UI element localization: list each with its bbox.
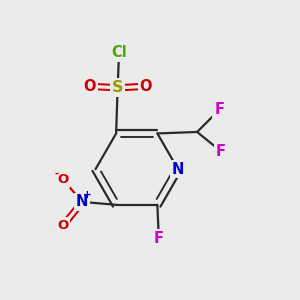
Text: -: - xyxy=(55,168,59,178)
Text: O: O xyxy=(83,79,96,94)
Text: F: F xyxy=(216,144,226,159)
Text: N: N xyxy=(172,162,184,177)
Text: F: F xyxy=(214,102,224,117)
Text: S: S xyxy=(112,80,123,95)
Text: O: O xyxy=(58,219,69,232)
Text: Cl: Cl xyxy=(111,45,127,60)
Text: O: O xyxy=(58,173,69,186)
Text: F: F xyxy=(154,231,164,246)
Text: O: O xyxy=(139,79,152,94)
Text: N: N xyxy=(76,194,88,209)
Text: +: + xyxy=(83,190,92,200)
